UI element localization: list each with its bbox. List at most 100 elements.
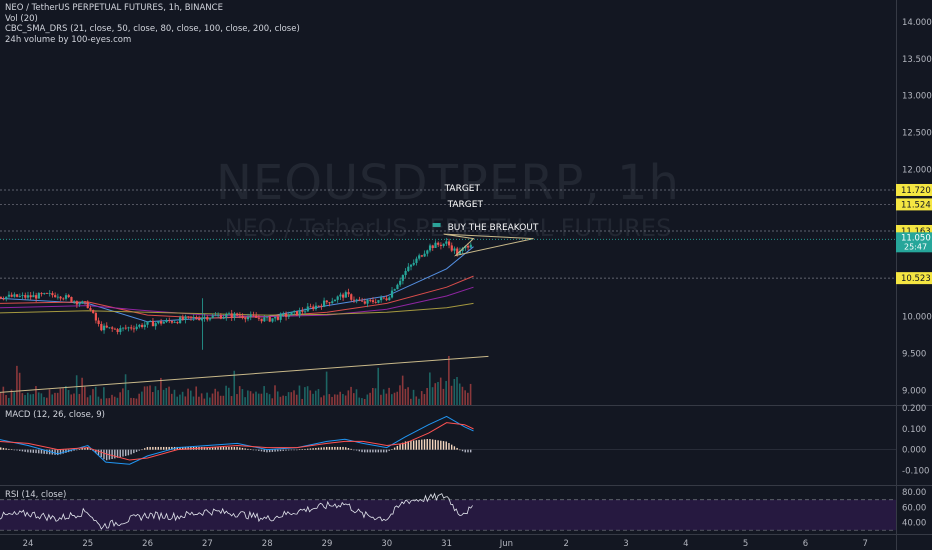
- candle-body: [409, 264, 413, 267]
- legend-title[interactable]: NEO / TetherUS PERPETUAL FUTURES, 1h, BI…: [5, 3, 223, 13]
- macd-histogram-bar: [236, 446, 238, 450]
- macd-histogram-bar: [78, 449, 81, 450]
- volume-bar: [423, 394, 426, 405]
- macd-histogram-bar: [27, 449, 29, 453]
- candle-body: [59, 296, 62, 299]
- macd-histogram-bar: [168, 446, 170, 450]
- candle-body: [132, 328, 136, 330]
- volume-bar: [40, 393, 43, 405]
- volume-bar: [331, 396, 333, 405]
- candle-body: [265, 316, 269, 318]
- legend-sma[interactable]: CBC_SMA_DRS (21, close, 50, close, 80, c…: [5, 24, 300, 34]
- candle-body: [187, 316, 190, 318]
- volume-bar: [290, 392, 293, 405]
- volume-bar: [391, 394, 393, 405]
- volume-bar: [282, 395, 284, 405]
- volume-bar: [7, 397, 10, 405]
- macd-histogram-bar: [103, 449, 105, 460]
- macd-histogram-bar: [388, 449, 390, 451]
- macd-histogram-bar: [391, 449, 393, 450]
- volume-bar: [211, 393, 214, 405]
- macd-histogram-bar: [353, 449, 355, 451]
- macd-histogram-bar: [440, 440, 442, 450]
- macd-histogram-bar: [266, 449, 268, 453]
- volume-bar: [92, 389, 94, 405]
- candle-body: [358, 299, 361, 301]
- volume-bar: [113, 396, 116, 405]
- macd-histogram-bar: [97, 449, 100, 456]
- volume-bar: [450, 385, 453, 405]
- volume-bar: [458, 383, 461, 405]
- volume-bar: [244, 397, 246, 405]
- macd-axis-tick: 0.200: [902, 404, 926, 414]
- macd-histogram-bar: [453, 446, 456, 450]
- volume-bar: [369, 392, 371, 405]
- volume-bar: [412, 389, 415, 405]
- macd-histogram-bar: [154, 446, 157, 450]
- volume-bar: [448, 355, 450, 405]
- macd-histogram-bar: [157, 446, 159, 450]
- macd-histogram-bar: [135, 449, 138, 452]
- candle-body: [352, 299, 356, 301]
- macd-histogram-bar: [252, 449, 255, 451]
- macd-histogram-bar: [163, 446, 165, 450]
- time-axis-tick: 29: [322, 539, 333, 549]
- candle-body: [271, 318, 274, 322]
- volume-bar: [361, 398, 363, 405]
- macd-histogram-bar: [233, 446, 236, 450]
- annotation-label: TARGET: [444, 184, 481, 194]
- macd-histogram-bar: [54, 449, 56, 455]
- volume-bar: [184, 396, 187, 405]
- candle-body: [89, 308, 92, 311]
- candle-body: [293, 311, 296, 313]
- macd-histogram-bar: [81, 448, 83, 450]
- volume-bar: [352, 393, 355, 405]
- volume-bar: [127, 390, 130, 405]
- volume-bar: [371, 387, 374, 405]
- macd-signal-line: [0, 422, 474, 461]
- candle-body: [458, 251, 462, 255]
- volume-bar: [342, 393, 344, 405]
- macd-histogram-bar: [62, 449, 64, 454]
- candle-body: [37, 293, 40, 299]
- level-tag-label: 11.720: [901, 186, 931, 196]
- time-axis-tick: 25: [82, 539, 93, 549]
- macd-histogram-bar: [143, 448, 146, 450]
- volume-bar: [399, 385, 401, 405]
- macd-histogram-bar: [76, 449, 78, 451]
- volume-bar: [51, 394, 54, 405]
- price-axis-tick: 14.000: [902, 18, 932, 28]
- macd-histogram-bar: [46, 449, 48, 455]
- rsi-axis-tick: 60.00: [902, 503, 926, 513]
- candle-body: [466, 245, 470, 248]
- volume-bar: [279, 396, 282, 405]
- volume-bar: [35, 386, 37, 405]
- legend-volume24[interactable]: 24h volume by 100-eyes.com: [5, 34, 132, 45]
- legend-vol[interactable]: Vol (20): [5, 13, 38, 24]
- volume-bar: [200, 393, 203, 405]
- volume-bar: [301, 398, 303, 405]
- volume-bar: [103, 387, 105, 405]
- macd-histogram-bar: [182, 446, 184, 450]
- volume-bar: [247, 390, 249, 405]
- candle-body: [62, 298, 65, 300]
- macd-histogram-bar: [84, 447, 86, 450]
- volume-bar: [295, 394, 298, 405]
- volume-bar: [62, 388, 64, 405]
- candle-body: [108, 327, 111, 329]
- macd-histogram-bar: [111, 449, 113, 460]
- rsi-line: [0, 492, 473, 530]
- candle-body: [159, 321, 163, 324]
- volume-bar: [241, 389, 244, 405]
- volume-bar: [285, 395, 287, 405]
- rsi-label[interactable]: RSI (14, close): [5, 490, 67, 500]
- volume-bar: [287, 392, 290, 405]
- macd-histogram-bar: [361, 449, 363, 453]
- volume-bar: [374, 388, 377, 405]
- volume-bar: [138, 393, 140, 405]
- macd-histogram-bar: [464, 449, 466, 453]
- candle-body: [151, 320, 155, 327]
- volume-bar: [355, 389, 358, 405]
- macd-label[interactable]: MACD (12, 26, close, 9): [5, 410, 105, 420]
